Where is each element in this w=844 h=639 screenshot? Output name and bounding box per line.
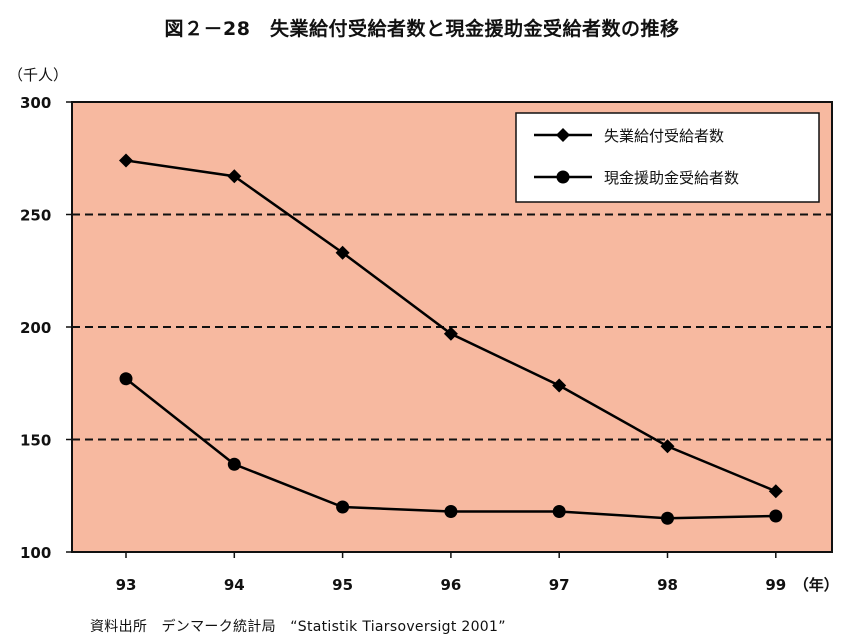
x-tick-label: 97: [549, 576, 570, 594]
x-tick-label: 93: [116, 576, 137, 594]
data-point: [552, 505, 566, 518]
legend-label: 現金援助金受給者数: [604, 169, 739, 187]
data-point: [768, 484, 783, 499]
legend-marker: [556, 128, 570, 142]
gridlines: [72, 213, 832, 441]
data-point: [660, 439, 675, 454]
data-point: [769, 509, 783, 523]
x-tick-label: 95: [332, 576, 353, 594]
y-tick-label: 150: [20, 432, 51, 450]
data-point: [119, 153, 133, 168]
y-tick-label: 100: [20, 544, 51, 562]
series-group: [119, 153, 783, 525]
chart-title: 図２－28 失業給付受給者数と現金援助金受給者数の推移: [164, 18, 680, 40]
data-point: [227, 457, 241, 471]
data-point: [443, 326, 458, 341]
y-axis-ticks: 100 150 200 250 300: [20, 94, 72, 562]
y-tick-label: 250: [20, 207, 51, 225]
legend-label: 失業給付受給者数: [604, 127, 724, 145]
x-tick-label: 98: [657, 576, 678, 594]
data-point: [552, 378, 567, 393]
y-tick-label: 200: [20, 319, 51, 337]
x-tick-label: 99: [765, 576, 786, 594]
x-tick-label: 94: [224, 576, 245, 594]
data-point: [336, 500, 350, 514]
x-axis-unit: （年）: [794, 576, 839, 594]
data-point: [661, 511, 674, 525]
source-note: 資料出所 デンマーク統計局 “Statistik Tiarsoversigt 2…: [90, 619, 506, 635]
data-point: [335, 245, 350, 260]
legend-marker: [556, 170, 570, 184]
legend-box: [515, 112, 820, 203]
data-point: [227, 169, 242, 184]
y-axis-unit: （千人）: [8, 66, 69, 84]
data-point: [119, 372, 133, 386]
x-axis-ticks: 93 94 95 96 97 98 99 （年）: [116, 552, 839, 594]
x-tick-label: 96: [440, 576, 461, 594]
data-point: [444, 505, 458, 518]
y-tick-label: 300: [20, 94, 51, 112]
